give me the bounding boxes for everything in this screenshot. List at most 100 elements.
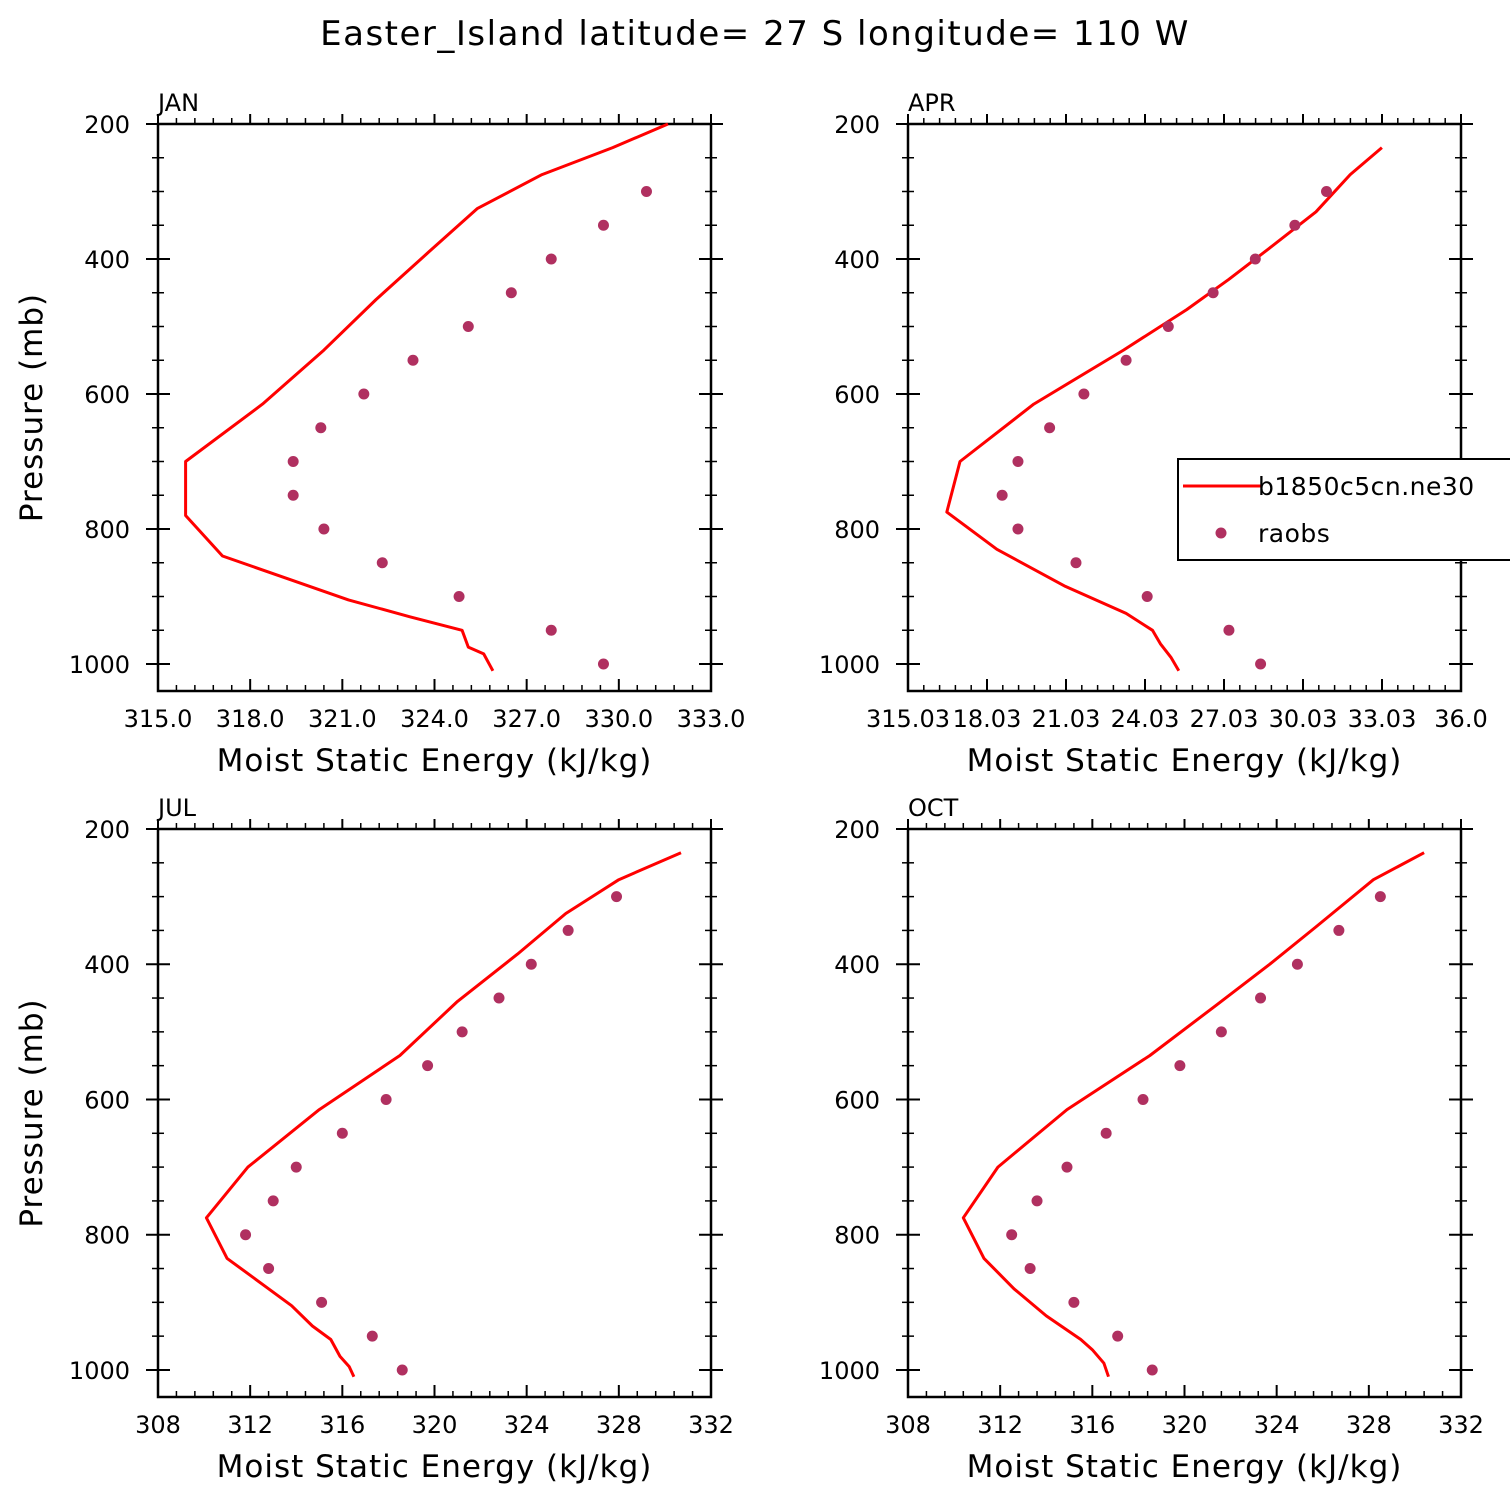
raobs-point — [267, 1195, 279, 1207]
raobs-point — [505, 287, 517, 299]
raobs-point — [407, 354, 419, 366]
x-tick-label: 316 — [319, 1411, 365, 1439]
chart-panel-jul: JUL 308 312 316 320 324 328 332 200 400 600 800 1000… — [14, 794, 734, 1485]
raobs-point — [1137, 1093, 1149, 1105]
x-tick-label: 320 — [1162, 1411, 1208, 1439]
raobs-point — [376, 557, 388, 569]
figure-title: Easter_Island latitude= 27 S longitude= … — [320, 14, 1190, 54]
raobs-point — [1024, 1263, 1036, 1275]
raobs-point — [1070, 557, 1082, 569]
x-tick-label: 316 — [1069, 1411, 1115, 1439]
x-tick-label: 27.03 — [1190, 705, 1259, 733]
plot-frame — [156, 122, 713, 693]
raobs-point — [493, 992, 505, 1004]
raobs-point — [1333, 924, 1345, 936]
y-tick-label: 600 — [84, 1086, 130, 1114]
x-tick-label: 315.0 — [124, 705, 193, 733]
y-tick-label: 200 — [84, 816, 130, 844]
raobs-point — [1044, 422, 1056, 434]
raobs-point — [1223, 624, 1235, 636]
raobs-point — [1141, 591, 1153, 602]
raobs-point — [263, 1263, 275, 1275]
raobs-point — [1012, 456, 1024, 467]
raobs-point — [287, 456, 299, 467]
raobs-point — [1146, 1364, 1158, 1376]
x-tick-label: 321.0 — [308, 705, 377, 733]
raobs-point — [562, 924, 574, 936]
x-tick-label: 308 — [885, 1411, 931, 1439]
raobs-point — [380, 1093, 392, 1105]
raobs-point — [366, 1330, 378, 1342]
x-tick-label: 21.03 — [1032, 705, 1101, 733]
x-tick-label: 24.03 — [1111, 705, 1180, 733]
chart-panel-jan: JAN 315.0 318.0 321.0 324.0 327.0 330.0 333.0 20… — [14, 89, 745, 779]
y-tick-label: 200 — [834, 816, 880, 844]
raobs-point — [1012, 523, 1024, 535]
panel-grid: JAN 315.0 318.0 321.0 324.0 327.0 330.0 333.0 20… — [14, 89, 1510, 1485]
y-tick-label: 800 — [834, 516, 880, 544]
raobs-point — [1006, 1229, 1018, 1241]
legend-marker-swatch — [1215, 527, 1227, 539]
y-tick-label: 1000 — [69, 1357, 130, 1385]
x-tick-label: 312 — [977, 1411, 1023, 1439]
raobs-point — [287, 489, 299, 501]
y-tick-label: 600 — [834, 1086, 880, 1114]
raobs-point — [1207, 287, 1219, 299]
raobs-point — [290, 1161, 302, 1173]
y-tick-label: 400 — [834, 246, 880, 274]
y-tick-label: 800 — [84, 516, 130, 544]
raobs-point — [453, 591, 465, 602]
raobs-point — [545, 624, 557, 636]
raobs-point — [996, 489, 1008, 501]
x-tick-label: 324.0 — [400, 705, 469, 733]
y-tick-label: 800 — [84, 1222, 130, 1250]
legend-box — [1177, 458, 1510, 561]
raobs-point — [422, 1060, 434, 1072]
legend-model-label: b1850c5cn.ne30 — [1258, 472, 1475, 501]
x-tick-label: 315.03 — [866, 705, 950, 733]
panel-label: OCT — [908, 794, 959, 822]
raobs-point — [462, 321, 474, 332]
y-axis-title: Pressure (mb) — [14, 293, 50, 522]
x-tick-label: 30.03 — [1269, 705, 1338, 733]
raobs-point — [318, 523, 330, 535]
x-tick-label: 330.0 — [584, 705, 653, 733]
raobs-point — [597, 658, 609, 670]
x-tick-label: 328 — [1346, 1411, 1392, 1439]
x-tick-label: 327.0 — [492, 705, 561, 733]
x-tick-label: 308 — [135, 1411, 181, 1439]
raobs-point — [1112, 1330, 1124, 1342]
raobs-point — [336, 1127, 348, 1139]
x-tick-label: 332 — [688, 1411, 734, 1439]
y-tick-label: 400 — [84, 951, 130, 979]
x-axis-title: Moist Static Energy (kJ/kg) — [217, 743, 653, 779]
x-tick-label: 332 — [1438, 1411, 1484, 1439]
y-tick-label: 600 — [84, 381, 130, 409]
raobs-point — [1068, 1296, 1080, 1308]
model-profile-line — [204, 851, 682, 1378]
x-tick-label: 33.03 — [1348, 705, 1417, 733]
x-tick-label: 18.03 — [953, 705, 1022, 733]
y-tick-label: 200 — [834, 111, 880, 139]
raobs-point — [1255, 658, 1267, 670]
raobs-point — [1162, 321, 1174, 332]
chart-panel-apr: APR 315.03 18.03 21.03 24.03 27.03 30.03 33.03 3… — [819, 89, 1488, 779]
raobs-point — [1321, 186, 1333, 197]
panel-label: JUL — [156, 794, 197, 822]
y-tick-label: 400 — [84, 246, 130, 274]
y-tick-label: 800 — [834, 1222, 880, 1250]
raobs-point — [525, 958, 537, 970]
raobs-point — [611, 891, 623, 903]
legend: b1850c5cn.ne30 raobs — [1177, 458, 1510, 561]
x-tick-label: 318.0 — [216, 705, 285, 733]
raobs-point — [1249, 253, 1261, 265]
y-tick-label: 1000 — [69, 651, 130, 679]
raobs-point — [1374, 891, 1386, 903]
y-tick-label: 1000 — [819, 651, 880, 679]
model-profile-line — [961, 851, 1425, 1378]
x-tick-label: 312 — [227, 1411, 273, 1439]
raobs-point — [545, 253, 557, 265]
x-tick-label: 324 — [504, 1411, 550, 1439]
x-tick-label: 36.0 — [1434, 705, 1487, 733]
